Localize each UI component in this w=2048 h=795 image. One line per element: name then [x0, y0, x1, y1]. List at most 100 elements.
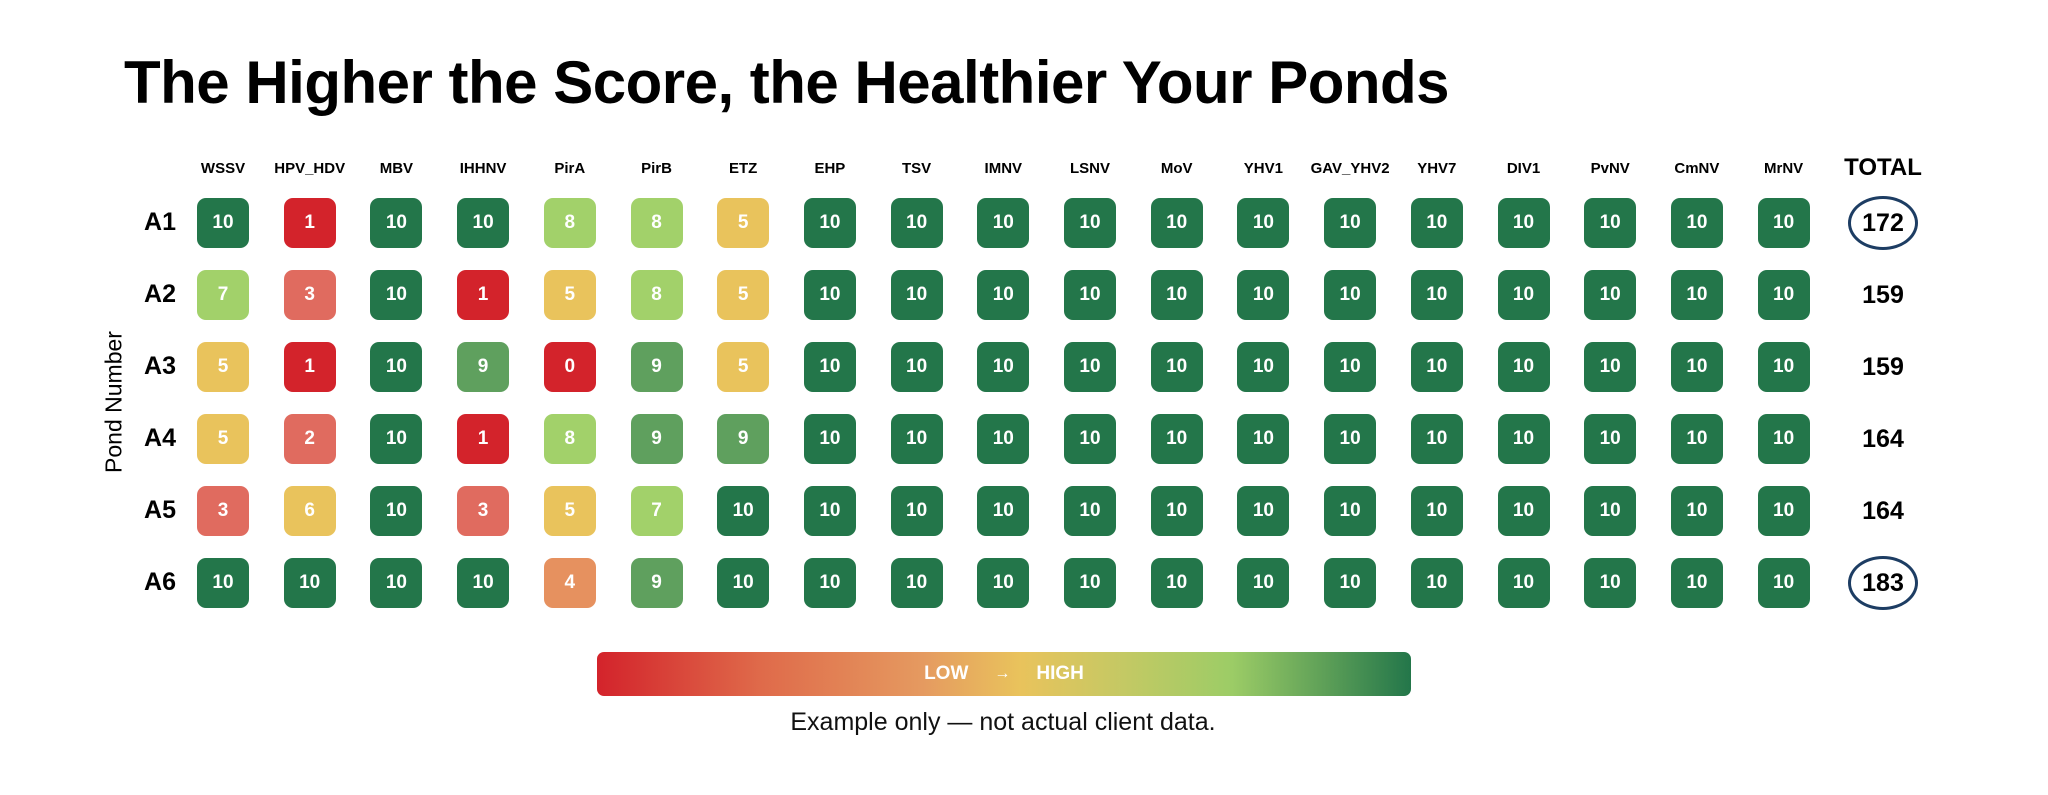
score-cell: 10: [1064, 270, 1116, 320]
score-cell: 10: [890, 342, 943, 392]
score-cell: 10: [1237, 342, 1290, 392]
score-cell: 10: [1670, 558, 1723, 608]
score-cell: 10: [890, 198, 943, 248]
column-header: PirB: [641, 160, 672, 177]
score-cell: 10: [977, 486, 1030, 536]
score-cell: 10: [370, 558, 423, 608]
score-cell: 9: [457, 342, 510, 392]
score-cell: 9: [630, 342, 683, 392]
row-label: A3: [144, 352, 176, 380]
score-cell: 10: [370, 486, 423, 536]
score-cell: 10: [1064, 558, 1116, 608]
color-scale-legend: LOW → HIGH: [597, 652, 1411, 696]
score-cell: 5: [543, 270, 596, 320]
score-cell: 10: [1237, 414, 1290, 464]
column-header: WSSV: [200, 160, 246, 177]
score-cell: 10: [1410, 558, 1463, 608]
row-label: A1: [144, 208, 176, 236]
score-cell: 1: [457, 270, 510, 320]
score-cell: 3: [197, 486, 249, 536]
row-total: 159: [1862, 280, 1904, 309]
row-label: A4: [144, 424, 176, 452]
score-cell: 10: [1497, 342, 1550, 392]
score-cell: 10: [1237, 558, 1290, 608]
score-cell: 10: [370, 270, 423, 320]
column-header: PirA: [554, 160, 586, 177]
score-cell: 10: [1670, 414, 1723, 464]
score-cell: 10: [1497, 198, 1550, 248]
score-cell: 10: [1150, 198, 1203, 248]
score-cell: 10: [1410, 414, 1463, 464]
score-cell: 10: [1064, 414, 1116, 464]
score-cell: 10: [1497, 558, 1550, 608]
score-cell: 10: [283, 558, 336, 608]
row-total: 183: [1848, 556, 1918, 610]
row-label: A6: [144, 568, 176, 596]
score-cell: 10: [1150, 486, 1203, 536]
score-cell: 10: [1584, 486, 1637, 536]
y-axis-label: Pond Number: [100, 331, 127, 473]
score-cell: 4: [543, 558, 596, 608]
score-cell: 10: [1584, 198, 1637, 248]
score-cell: 10: [803, 558, 856, 608]
score-cell: 10: [890, 414, 943, 464]
row-total: 164: [1862, 424, 1904, 453]
column-header: IMNV: [984, 160, 1023, 177]
score-cell: 10: [1757, 342, 1810, 392]
row-total: 172: [1848, 196, 1918, 250]
column-header: HPV_HDV: [274, 160, 346, 177]
score-cell: 10: [1324, 198, 1377, 248]
score-cell: 10: [370, 414, 423, 464]
score-cell: 10: [977, 342, 1030, 392]
score-cell: 10: [1584, 414, 1637, 464]
score-cell: 10: [1584, 270, 1637, 320]
row-total: 159: [1862, 352, 1904, 381]
score-cell: 10: [1497, 486, 1550, 536]
page-title: The Higher the Score, the Healthier Your…: [124, 49, 1450, 116]
legend-low: LOW: [924, 663, 969, 684]
score-cell: 10: [1237, 198, 1290, 248]
score-cell: 10: [1410, 270, 1463, 320]
score-cell: 10: [1757, 414, 1810, 464]
score-cell: 10: [890, 558, 943, 608]
score-cell: 7: [630, 486, 683, 536]
score-cell: 10: [1757, 198, 1810, 248]
score-cell: 10: [1324, 342, 1377, 392]
score-cell: 10: [1757, 270, 1810, 320]
score-cell: 10: [1064, 198, 1116, 248]
column-header: MoV: [1160, 160, 1193, 177]
score-cell: 10: [1324, 486, 1377, 536]
score-cell: 10: [890, 270, 943, 320]
score-cell: 10: [197, 558, 249, 608]
score-cell: 10: [370, 198, 423, 248]
score-cell: 7: [197, 270, 249, 320]
score-cell: 10: [1064, 342, 1116, 392]
score-cell: 1: [457, 414, 510, 464]
score-cell: 10: [1324, 270, 1377, 320]
score-cell: 10: [1150, 270, 1203, 320]
column-header: YHV1: [1243, 160, 1283, 177]
legend-high: HIGH: [1036, 663, 1084, 684]
score-cell: 10: [717, 558, 770, 608]
total-header: TOTAL: [1844, 154, 1922, 181]
column-header: MrNV: [1764, 160, 1804, 177]
score-cell: 10: [1670, 270, 1723, 320]
score-cell: 10: [977, 558, 1030, 608]
column-header: IHHNV: [459, 160, 507, 177]
column-header: MBV: [379, 160, 414, 177]
score-cell: 10: [197, 198, 249, 248]
score-cell: 9: [630, 558, 683, 608]
score-cell: 9: [630, 414, 683, 464]
score-cell: 10: [890, 486, 943, 536]
score-cell: 9: [717, 414, 770, 464]
score-cell: 5: [717, 198, 770, 248]
score-cell: 1: [283, 342, 336, 392]
score-cell: 8: [630, 270, 683, 320]
row-label: A5: [144, 496, 176, 524]
score-cell: 10: [1237, 270, 1290, 320]
score-cell: 10: [977, 270, 1030, 320]
column-header: EHP: [814, 160, 846, 177]
score-cell: 10: [1324, 558, 1377, 608]
score-cell: 5: [543, 486, 596, 536]
score-cell: 10: [1757, 558, 1810, 608]
